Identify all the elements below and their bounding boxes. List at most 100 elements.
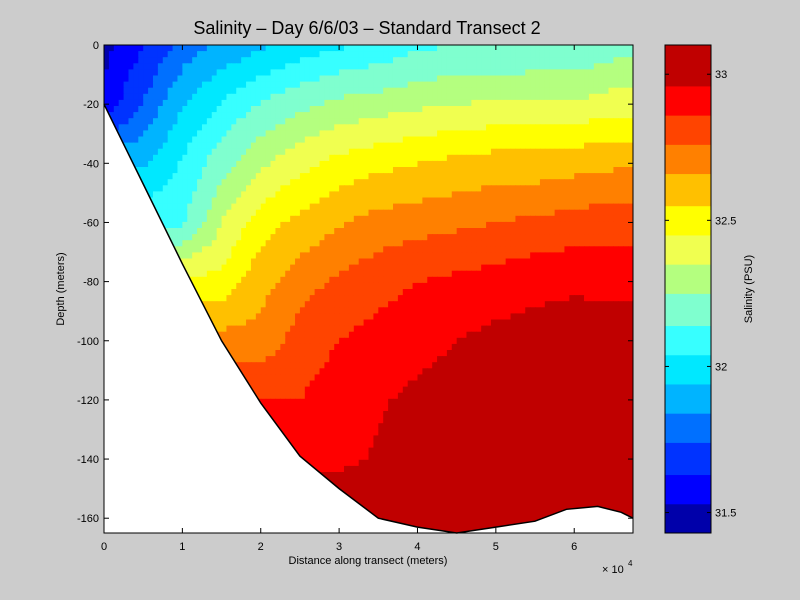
contour-cell — [471, 148, 477, 156]
contour-cell — [241, 179, 247, 186]
contour-cell — [618, 51, 624, 58]
contour-cell — [603, 307, 610, 314]
contour-cell — [407, 63, 414, 70]
contour-cell — [344, 234, 350, 241]
contour-cell — [446, 99, 453, 107]
contour-cell — [363, 282, 370, 290]
contour-cell — [152, 99, 159, 107]
contour-cell — [378, 264, 384, 272]
contour-cell — [378, 289, 384, 296]
contour-cell — [544, 240, 551, 247]
contour-cell — [628, 45, 633, 52]
contour-cell — [579, 93, 585, 101]
contour-cell — [510, 307, 517, 314]
contour-cell — [246, 167, 252, 174]
contour-cell — [319, 51, 326, 58]
contour-cell — [236, 173, 242, 180]
contour-cell — [388, 301, 394, 308]
contour-cell — [613, 295, 619, 302]
contour-cell — [290, 173, 296, 180]
contour-cell — [157, 69, 164, 77]
contour-cell — [481, 81, 487, 89]
contour-cell — [339, 45, 345, 52]
contour-cell — [412, 51, 419, 58]
contour-cell — [319, 142, 326, 150]
contour-cell — [618, 87, 624, 95]
contour-cell — [613, 118, 619, 125]
contour-cell — [603, 191, 610, 199]
contour-cell — [236, 264, 242, 272]
contour-cell — [265, 118, 272, 125]
contour-cell — [353, 148, 360, 156]
contour-cell — [446, 179, 453, 186]
contour-cell — [299, 57, 306, 64]
contour-cell — [412, 142, 419, 150]
contour-cell — [407, 191, 414, 199]
contour-cell — [392, 148, 399, 156]
contour-cell — [231, 57, 237, 64]
contour-cell — [584, 154, 590, 162]
contour-cell — [437, 319, 443, 327]
contour-cell — [246, 154, 252, 162]
contour-cell — [113, 57, 120, 64]
contour-cell — [486, 234, 492, 241]
contour-cell — [383, 191, 389, 199]
contour-cell — [334, 228, 340, 235]
contour-cell — [378, 75, 384, 83]
contour-cell — [206, 282, 213, 290]
contour-cell — [481, 301, 487, 308]
contour-cell — [427, 282, 433, 290]
contour-cell — [407, 240, 414, 247]
contour-cell — [260, 124, 267, 131]
contour-cell — [295, 124, 301, 131]
contour-cell — [559, 142, 566, 150]
contour-cell — [466, 246, 472, 253]
contour-cell — [206, 124, 213, 131]
contour-cell — [231, 221, 237, 229]
contour-cell — [211, 185, 218, 192]
contour-cell — [588, 197, 595, 205]
contour-cell — [304, 240, 311, 247]
contour-cell — [304, 148, 311, 156]
contour-cell — [613, 124, 619, 131]
contour-cell — [211, 215, 218, 223]
contour-cell — [608, 154, 615, 162]
contour-cell — [368, 240, 374, 247]
contour-cell — [339, 118, 345, 125]
contour-cell — [334, 301, 340, 308]
contour-cell — [422, 136, 428, 144]
contour-cell — [192, 75, 198, 83]
contour-cell — [500, 57, 507, 64]
contour-cell — [334, 313, 340, 321]
contour-cell — [280, 252, 286, 260]
contour-cell — [339, 282, 345, 290]
contour-cell — [157, 112, 164, 119]
contour-cell — [363, 313, 370, 321]
contour-cell — [539, 124, 546, 131]
contour-cell — [285, 270, 291, 278]
contour-cell — [481, 313, 487, 321]
contour-cell — [481, 258, 487, 266]
contour-cell — [383, 148, 389, 156]
contour-cell — [211, 276, 218, 284]
contour-cell — [378, 142, 384, 150]
contour-cell — [628, 301, 633, 308]
contour-cell — [309, 289, 316, 296]
contour-cell — [358, 118, 365, 125]
contour-cell — [530, 197, 536, 205]
contour-cell — [319, 252, 326, 260]
contour-cell — [427, 289, 433, 296]
contour-cell — [260, 276, 267, 284]
contour-cell — [280, 81, 286, 89]
contour-cell — [152, 45, 159, 52]
contour-cell — [206, 106, 213, 113]
contour-cell — [530, 142, 536, 150]
contour-cell — [201, 191, 208, 199]
contour-cell — [363, 154, 370, 162]
contour-cell — [353, 295, 360, 302]
contour-cell — [290, 136, 296, 144]
contour-cell — [314, 142, 321, 150]
contour-cell — [246, 160, 252, 168]
contour-cell — [363, 167, 370, 174]
contour-cell — [270, 246, 277, 253]
